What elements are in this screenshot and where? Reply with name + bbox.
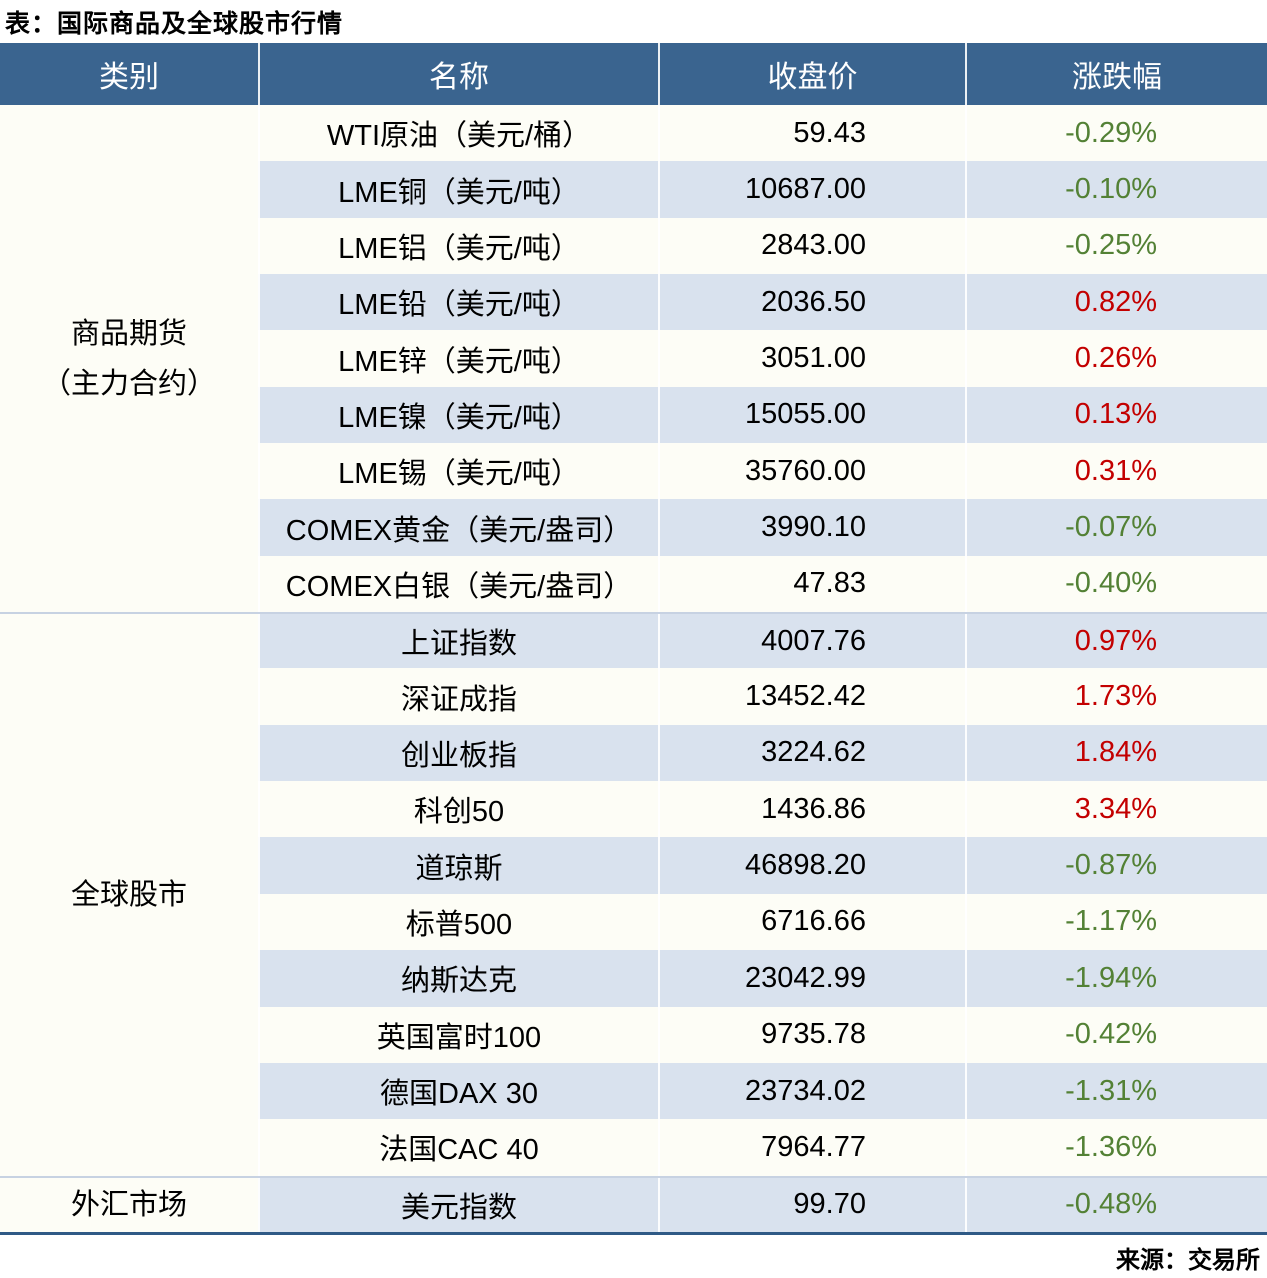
instrument-name: LME锌（美元/吨） xyxy=(258,330,658,387)
instrument-name: 美元指数 xyxy=(258,1177,658,1232)
table-row: 深证成指 13452.42 1.73% xyxy=(258,668,1267,725)
change-percent-value: -0.10% xyxy=(965,161,1267,218)
table-row: 纳斯达克 23042.99 -1.94% xyxy=(258,950,1267,1007)
change-percent-value: 1.73% xyxy=(965,668,1267,725)
table-row: LME锌（美元/吨） 3051.00 0.26% xyxy=(258,330,1267,387)
instrument-name: LME铅（美元/吨） xyxy=(258,274,658,331)
category-group-label: 全球股市 xyxy=(0,612,258,1176)
table-row: 美元指数 99.70 -0.48% xyxy=(258,1175,1267,1232)
instrument-name: COMEX黄金（美元/盎司） xyxy=(258,499,658,556)
table-row: 英国富时100 9735.78 -0.42% xyxy=(258,1006,1267,1063)
instrument-name: 道琼斯 xyxy=(258,837,658,894)
close-price-value: 59.43 xyxy=(658,105,965,162)
instrument-name: 纳斯达克 xyxy=(258,950,658,1007)
table-row: 创业板指 3224.62 1.84% xyxy=(258,724,1267,782)
change-percent-value: -1.94% xyxy=(965,950,1267,1007)
source-note: 来源：交易所 xyxy=(1116,1247,1260,1274)
close-price-value: 13452.42 xyxy=(658,668,965,725)
table-row: LME铜（美元/吨） 10687.00 -0.10% xyxy=(258,161,1267,218)
category-group-label: 商品期货 （主力合约） xyxy=(41,317,216,400)
instrument-name: 英国富时100 xyxy=(258,1006,658,1063)
close-price-value: 3051.00 xyxy=(658,330,965,387)
data-rows: WTI原油（美元/桶） 59.43 -0.29% LME铜（美元/吨） 1068… xyxy=(258,105,1267,1232)
instrument-name: 上证指数 xyxy=(258,614,658,669)
instrument-name: 德国DAX 30 xyxy=(258,1062,658,1120)
change-percent-value: -0.07% xyxy=(965,499,1267,556)
change-percent-value: -0.42% xyxy=(965,1006,1267,1063)
table-header-row: 类别 名称 收盘价 涨跌幅 xyxy=(0,43,1267,105)
header-change-percent: 涨跌幅 xyxy=(965,43,1267,105)
table-row: 法国CAC 40 7964.77 -1.36% xyxy=(258,1119,1267,1176)
header-close-price: 收盘价 xyxy=(658,43,965,105)
change-percent-value: -0.25% xyxy=(965,217,1267,275)
close-price-value: 15055.00 xyxy=(658,386,965,444)
close-price-value: 3224.62 xyxy=(658,724,965,782)
instrument-name: 标普500 xyxy=(258,893,658,951)
table-row: WTI原油（美元/桶） 59.43 -0.29% xyxy=(258,105,1267,162)
change-percent-value: -1.36% xyxy=(965,1119,1267,1176)
change-percent-value: 0.13% xyxy=(965,386,1267,444)
close-price-value: 7964.77 xyxy=(658,1119,965,1176)
instrument-name: 科创50 xyxy=(258,781,658,838)
table-title: 表：国际商品及全球股市行情 xyxy=(5,10,344,38)
header-name: 名称 xyxy=(258,43,658,105)
table-row: 科创50 1436.86 3.34% xyxy=(258,781,1267,838)
table-row: 德国DAX 30 23734.02 -1.31% xyxy=(258,1062,1267,1120)
change-percent-value: 1.84% xyxy=(965,724,1267,782)
change-percent-value: 0.97% xyxy=(965,614,1267,669)
instrument-name: 创业板指 xyxy=(258,724,658,782)
change-percent-value: 0.82% xyxy=(965,274,1267,331)
change-percent-value: -1.17% xyxy=(965,893,1267,951)
change-percent-value: 0.31% xyxy=(965,443,1267,500)
instrument-name: 法国CAC 40 xyxy=(258,1119,658,1176)
close-price-value: 35760.00 xyxy=(658,443,965,500)
close-price-value: 99.70 xyxy=(658,1177,965,1232)
table-body: 商品期货 （主力合约） 全球股市 外汇市场 WTI原油（美元/桶） 59.43 -0… xyxy=(0,105,1267,1232)
table-row: LME铝（美元/吨） 2843.00 -0.25% xyxy=(258,217,1267,275)
change-percent-value: 0.26% xyxy=(965,330,1267,387)
close-price-value: 23042.99 xyxy=(658,950,965,1007)
table-row: 上证指数 4007.76 0.97% xyxy=(258,612,1267,669)
table-row: 标普500 6716.66 -1.17% xyxy=(258,893,1267,951)
header-category: 类别 xyxy=(99,61,159,94)
table-row: LME镍（美元/吨） 15055.00 0.13% xyxy=(258,386,1267,444)
instrument-name: LME铝（美元/吨） xyxy=(258,217,658,275)
close-price-value: 9735.78 xyxy=(658,1006,965,1063)
table-row: COMEX黄金（美元/盎司） 3990.10 -0.07% xyxy=(258,499,1267,556)
change-percent-value: 3.34% xyxy=(965,781,1267,838)
close-price-value: 1436.86 xyxy=(658,781,965,838)
table-row: 道琼斯 46898.20 -0.87% xyxy=(258,837,1267,894)
close-price-value: 10687.00 xyxy=(658,161,965,218)
close-price-value: 3990.10 xyxy=(658,499,965,556)
close-price-value: 2843.00 xyxy=(658,217,965,275)
close-price-value: 4007.76 xyxy=(658,614,965,669)
change-percent-value: -0.48% xyxy=(965,1177,1267,1232)
close-price-value: 47.83 xyxy=(658,555,965,613)
category-column: 商品期货 （主力合约） 全球股市 外汇市场 xyxy=(0,105,258,1232)
close-price-value: 6716.66 xyxy=(658,893,965,951)
close-price-value: 46898.20 xyxy=(658,837,965,894)
table-row: LME锡（美元/吨） 35760.00 0.31% xyxy=(258,443,1267,500)
table-row: LME铅（美元/吨） 2036.50 0.82% xyxy=(258,274,1267,331)
change-percent-value: -1.31% xyxy=(965,1062,1267,1120)
change-percent-value: -0.40% xyxy=(965,555,1267,613)
instrument-name: LME镍（美元/吨） xyxy=(258,386,658,444)
instrument-name: WTI原油（美元/桶） xyxy=(258,105,658,162)
instrument-name: LME铜（美元/吨） xyxy=(258,161,658,218)
close-price-value: 2036.50 xyxy=(658,274,965,331)
category-group-label: 外汇市场 xyxy=(0,1175,258,1232)
instrument-name: 深证成指 xyxy=(258,668,658,725)
instrument-name: LME锡（美元/吨） xyxy=(258,443,658,500)
close-price-value: 23734.02 xyxy=(658,1062,965,1120)
change-percent-value: -0.87% xyxy=(965,837,1267,894)
change-percent-value: -0.29% xyxy=(965,105,1267,162)
instrument-name: COMEX白银（美元/盎司） xyxy=(258,555,658,613)
market-table: 类别 名称 收盘价 涨跌幅 商品期货 （主力合约） 全球股市 外汇市场 WTI原油（… xyxy=(0,43,1267,1235)
table-row: COMEX白银（美元/盎司） 47.83 -0.40% xyxy=(258,555,1267,613)
